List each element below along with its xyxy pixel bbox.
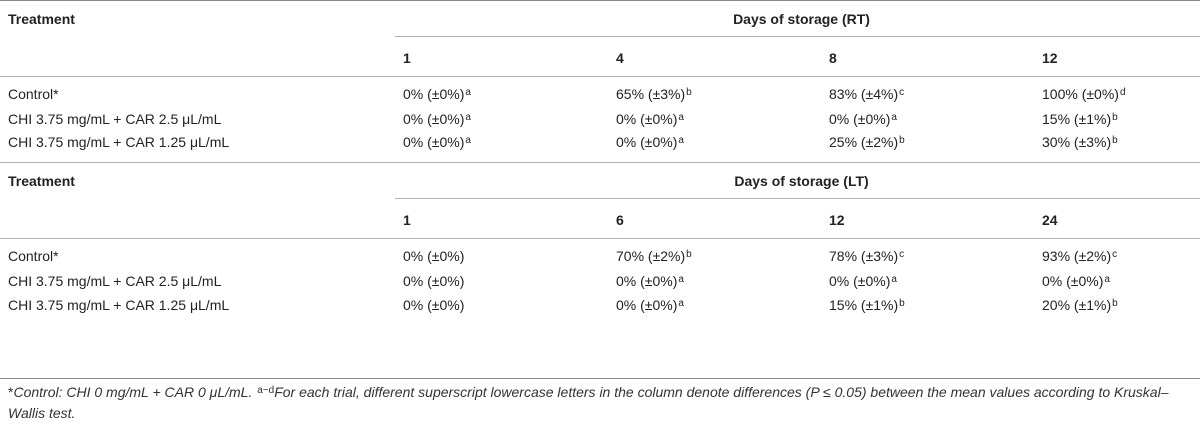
table-cell: 25% (±2%)b [829,134,905,151]
table-row: CHI 3.75 mg/mL + CAR 2.5 μL/mL 0% (±0%) … [0,269,1200,293]
days-of-storage-header: Days of storage (RT) [395,0,1200,37]
treatment-name: Control* [0,76,395,107]
table-cell: 100% (±0%)d [1034,76,1200,107]
day-header: 1 [395,198,608,239]
results-table: Treatment Days of storage (RT) 1 4 8 12 … [0,0,1200,325]
table-row: CHI 3.75 mg/mL + CAR 1.25 μL/mL 0% (±0%)… [0,131,1200,163]
footnote-control-def: Control: CHI 0 mg/mL + CAR 0 μL/mL. [13,384,253,400]
table-row: CHI 3.75 mg/mL + CAR 2.5 μL/mL 0% (±0%)a… [0,107,1200,131]
footnote-star: * [8,384,14,400]
days-row-lt: 1 6 12 24 [0,198,1200,239]
day-header: 4 [608,36,821,77]
table-cell: 0% (±0%)a [395,76,608,107]
table-cell: 0% (±0%)a [403,134,471,151]
day-header: 1 [395,36,608,77]
treatment-name: CHI 3.75 mg/mL + CAR 1.25 μL/mL [8,296,230,313]
treatment-header: Treatment [0,0,395,37]
footnote-explanation: For each trial, different superscript lo… [8,384,1169,421]
section-header-lt: Treatment Days of storage (LT) [0,162,1200,199]
table-cell: 93% (±2%)c [1034,238,1200,269]
table-footnote: *Control: CHI 0 mg/mL + CAR 0 μL/mL. a−d… [8,382,1188,424]
table-cell: 0% (±0%)a [1042,272,1110,289]
treatment-name: CHI 3.75 mg/mL + CAR 2.5 μL/mL [8,110,222,127]
table-cell: 70% (±2%)b [608,238,821,269]
table-row: Control* 0% (±0%)a 65% (±3%)b 83% (±4%)c… [0,76,1200,107]
day-header: 8 [821,36,1034,77]
table-cell: 0% (±0%) [395,238,608,269]
table-cell: 0% (±0%)a [616,134,684,151]
day-header: 12 [1034,36,1200,77]
section-header-rt: Treatment Days of storage (RT) [0,0,1200,37]
treatment-name: CHI 3.75 mg/mL + CAR 2.5 μL/mL [8,272,222,289]
table-bottom-rule [0,378,1200,379]
treatment-name: Control* [0,238,395,269]
days-row-rt: 1 4 8 12 [0,36,1200,77]
table-cell: 0% (±0%) [403,296,465,313]
table-cell: 0% (±0%)a [829,272,897,289]
day-header: 6 [608,198,821,239]
day-header: 24 [1034,198,1200,239]
footnote-superscript-range: a−d [257,385,275,396]
table-cell: 15% (±1%)b [829,296,905,313]
table-cell: 0% (±0%)a [616,110,684,127]
table-cell: 30% (±3%)b [1042,134,1118,151]
table-cell: 65% (±3%)b [608,76,821,107]
table-cell: 0% (±0%)a [829,110,897,127]
table-cell: 0% (±0%)a [616,272,684,289]
days-of-storage-header: Days of storage (LT) [395,162,1200,199]
table-cell: 0% (±0%) [403,272,465,289]
day-header: 12 [821,198,1034,239]
table-cell: 83% (±4%)c [821,76,1034,107]
table-cell: 15% (±1%)b [1042,110,1118,127]
table-cell: 20% (±1%)b [1042,296,1118,313]
table-cell: 0% (±0%)a [403,110,471,127]
table-row: CHI 3.75 mg/mL + CAR 1.25 μL/mL 0% (±0%)… [0,293,1200,325]
treatment-name: CHI 3.75 mg/mL + CAR 1.25 μL/mL [8,134,230,151]
table-row: Control* 0% (±0%) 70% (±2%)b 78% (±3%)c … [0,238,1200,269]
table-cell: 78% (±3%)c [821,238,1034,269]
treatment-header: Treatment [0,162,395,199]
table-cell: 0% (±0%)a [616,296,684,313]
